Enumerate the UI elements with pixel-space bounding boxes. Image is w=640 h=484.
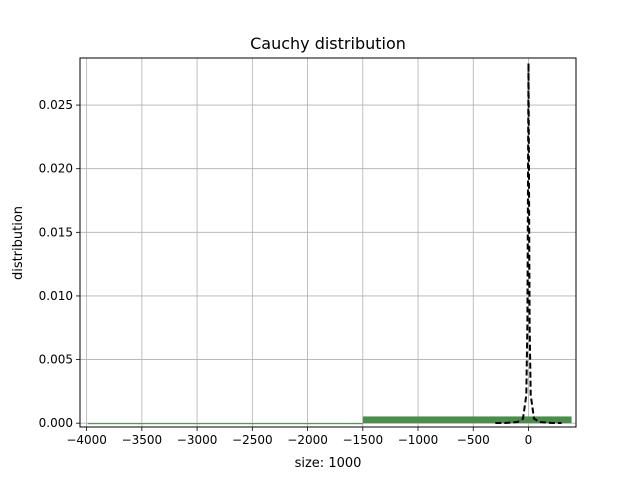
histogram-bar (362, 416, 572, 424)
x-axis-label: size: 1000 (295, 456, 362, 471)
histogram (87, 416, 572, 425)
x-tick-label: −3000 (177, 433, 218, 447)
x-tick-label: −1000 (398, 433, 439, 447)
y-tick-label: 0.000 (39, 416, 73, 430)
density-curve (495, 63, 562, 425)
x-tick-label: 0 (525, 433, 533, 447)
y-tick-label: 0.015 (39, 225, 73, 239)
y-axis-label: distribution (11, 206, 26, 280)
grid (80, 58, 576, 427)
histogram-bar (87, 423, 363, 425)
x-tick-label: −3500 (122, 433, 163, 447)
x-tick-label: −4000 (66, 433, 107, 447)
chart-title: Cauchy distribution (250, 34, 406, 53)
x-tick-label: −500 (457, 433, 490, 447)
y-tick-label: 0.010 (39, 289, 73, 303)
x-tick-label: −2500 (232, 433, 273, 447)
x-tick-label: −1500 (343, 433, 384, 447)
y-tick-label: 0.025 (39, 98, 73, 112)
x-axis-ticks: −4000 −3500 −3000 −2500 −2000 −1500 −1000 −500 0 (66, 427, 532, 447)
density-line (495, 63, 562, 425)
y-tick-label: 0.020 (39, 162, 73, 176)
y-axis-ticks: 0.000 0.005 0.010 0.015 0.020 0.025 (39, 98, 80, 430)
y-tick-label: 0.005 (39, 353, 73, 367)
plot-frame (79, 57, 577, 428)
x-tick-label: −2000 (287, 433, 328, 447)
